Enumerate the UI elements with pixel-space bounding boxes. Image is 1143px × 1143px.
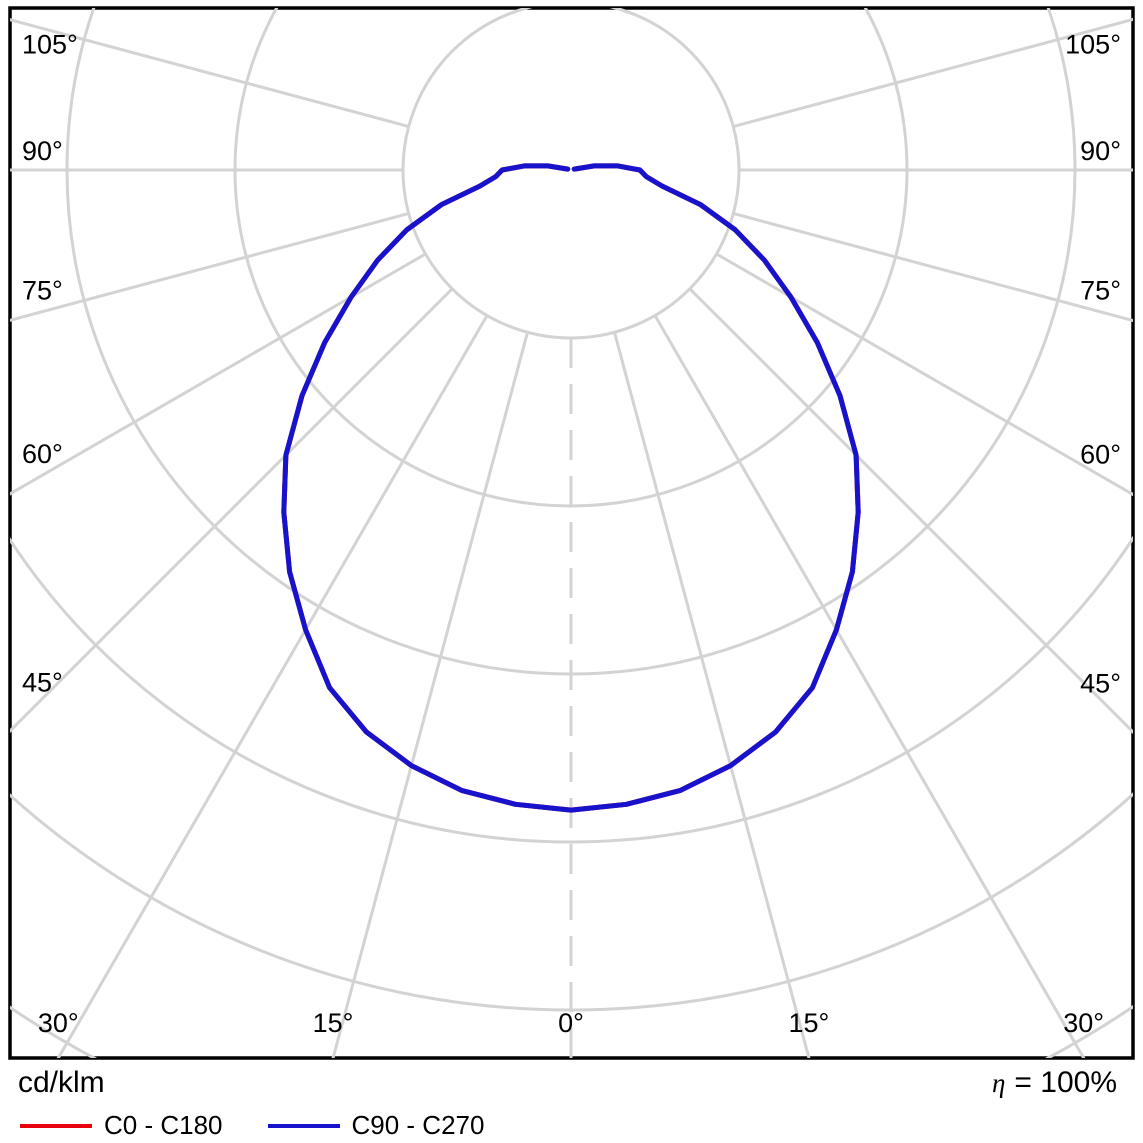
legend-swatch-c90-c270 bbox=[267, 1123, 340, 1128]
legend-label-c90-c270: C90 - C270 bbox=[351, 1110, 485, 1140]
intensity-curves bbox=[281, 163, 861, 813]
chart-footer: cd/klm η = 100% C0 - C180 C90 - C270 bbox=[0, 1060, 1143, 1143]
angle-tick-label-90deg: 90° bbox=[22, 136, 63, 166]
grid-spoke bbox=[10, 287, 454, 734]
eta-symbol: η bbox=[992, 1068, 1006, 1098]
angle-tick-label-45deg: 45° bbox=[22, 667, 63, 697]
grid-spoke bbox=[56, 314, 489, 1058]
angle-tick-label-60deg: 60° bbox=[1080, 439, 1121, 469]
angle-tick-label-75deg: 75° bbox=[1080, 276, 1121, 306]
grid-spoke bbox=[331, 331, 529, 1058]
grid-spoke bbox=[10, 252, 427, 496]
legend-item-c0-c180: C0 - C180 bbox=[20, 1110, 223, 1141]
angle-tick-label-15deg: 15° bbox=[789, 1008, 830, 1038]
angle-tick-label-75deg: 75° bbox=[22, 275, 63, 305]
grid-spoke bbox=[10, 18, 410, 128]
grid-spoke bbox=[10, 212, 410, 322]
grid-spoke bbox=[613, 331, 811, 1058]
radial-unit-label: cd/klm bbox=[18, 1066, 105, 1099]
polar-intensity-chart: 0° 15° 15° 30° 30° 45° 45° 60° 60° 75° 75° 90° 90° 10… bbox=[8, 6, 1135, 1060]
eta-value: = 100% bbox=[1014, 1066, 1117, 1099]
angle-tick-label-30deg: 30° bbox=[38, 1008, 79, 1038]
angle-tick-label-90deg: 90° bbox=[1080, 136, 1121, 166]
curve-C90-C270 bbox=[281, 163, 861, 813]
angle-tick-label-15deg: 15° bbox=[313, 1008, 354, 1038]
grid-spoke bbox=[688, 287, 1133, 735]
grid-spoke bbox=[715, 252, 1133, 497]
angle-tick-label-105deg: 105° bbox=[22, 30, 78, 60]
grid-ring bbox=[10, 535, 1133, 844]
legend-label-c0-c180: C0 - C180 bbox=[104, 1110, 223, 1140]
angle-tick-label-0deg: 0° bbox=[558, 1008, 584, 1038]
grid-spoke bbox=[732, 212, 1133, 323]
legend: C0 - C180 C90 - C270 bbox=[0, 1100, 1143, 1141]
grid-spoke bbox=[732, 17, 1133, 128]
footer-top: cd/klm η = 100% bbox=[0, 1060, 1143, 1100]
efficiency-label: η = 100% bbox=[992, 1066, 1117, 1100]
angle-tick-label-60deg: 60° bbox=[22, 439, 63, 469]
grid-spoke bbox=[653, 314, 1086, 1058]
angle-tick-label-105deg: 105° bbox=[1065, 29, 1121, 59]
angle-tick-label-45deg: 45° bbox=[1080, 668, 1121, 698]
legend-swatch-c0-c180 bbox=[20, 1123, 92, 1128]
legend-item-c90-c270: C90 - C270 bbox=[267, 1110, 485, 1141]
angle-tick-label-30deg: 30° bbox=[1063, 1008, 1104, 1038]
polar-grid bbox=[10, 8, 1133, 1058]
